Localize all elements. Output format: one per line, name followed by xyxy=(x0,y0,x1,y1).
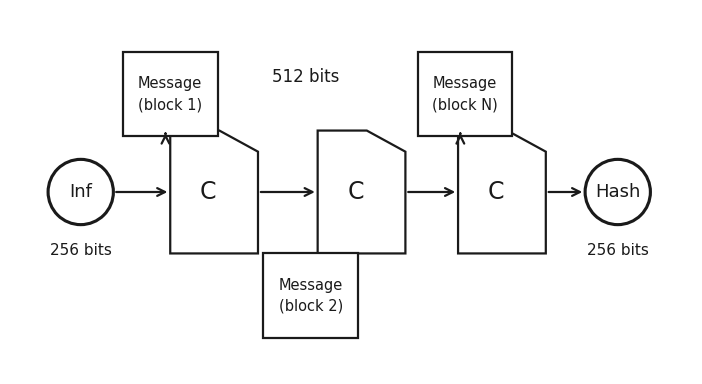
Text: C: C xyxy=(488,180,505,204)
Text: Message
(block 2): Message (block 2) xyxy=(279,278,343,314)
Text: Message
(block 1): Message (block 1) xyxy=(138,76,202,112)
Text: 256 bits: 256 bits xyxy=(587,243,649,258)
Polygon shape xyxy=(317,131,406,253)
Polygon shape xyxy=(170,131,258,253)
Text: C: C xyxy=(347,180,364,204)
Text: Message
(block N): Message (block N) xyxy=(432,76,498,112)
Text: Inf: Inf xyxy=(69,183,92,201)
Text: Hash: Hash xyxy=(595,183,640,201)
Bar xyxy=(263,253,358,338)
Text: C: C xyxy=(200,180,217,204)
Text: 256 bits: 256 bits xyxy=(50,243,112,258)
Bar xyxy=(123,52,218,136)
Circle shape xyxy=(48,159,113,225)
Polygon shape xyxy=(458,131,546,253)
Text: 512 bits: 512 bits xyxy=(272,68,339,86)
Bar xyxy=(418,52,512,136)
Circle shape xyxy=(585,159,650,225)
